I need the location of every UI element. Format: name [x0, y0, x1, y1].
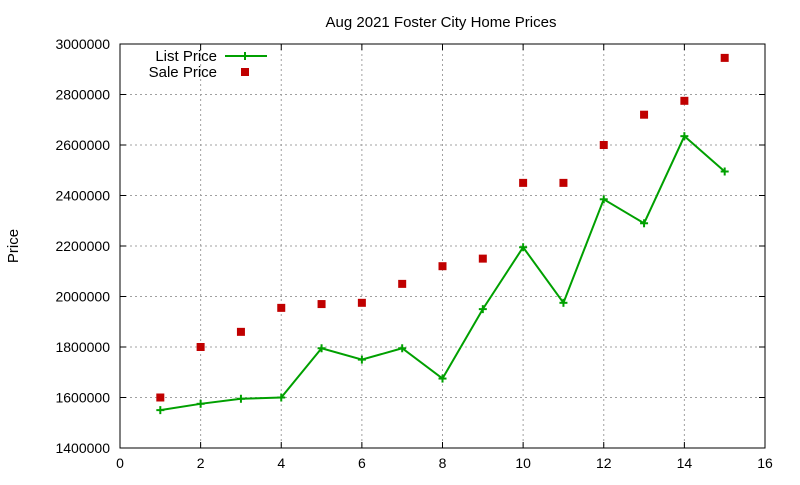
x-tick-label: 8: [439, 455, 447, 471]
y-tick-label: 1400000: [55, 440, 110, 456]
y-tick-label: 2200000: [55, 238, 110, 254]
list-price-point: [559, 298, 568, 307]
list-price-point: [438, 374, 447, 383]
x-tick-label: 14: [677, 455, 693, 471]
list-price-point: [156, 406, 165, 415]
data-series: [156, 53, 729, 415]
chart-title: Aug 2021 Foster City Home Prices: [326, 14, 557, 31]
sale-price-point: [438, 262, 447, 271]
x-tick-label: 2: [197, 455, 205, 471]
list-price-point: [317, 344, 326, 353]
sale-price-point: [277, 303, 286, 312]
sale-price-point: [357, 298, 366, 307]
sale-price-point: [559, 178, 568, 187]
list-price-point: [398, 344, 407, 353]
y-tick-label: 2800000: [55, 87, 110, 103]
list-price-point: [478, 305, 487, 314]
legend-label-sale-price: Sale Price: [149, 64, 217, 81]
sale-price-point: [640, 110, 649, 119]
list-price-point: [720, 167, 729, 176]
sale-price-point: [156, 393, 165, 402]
x-tick-label: 4: [277, 455, 285, 471]
x-tick-label: 0: [116, 455, 124, 471]
sale-price-point: [599, 141, 608, 149]
legend-label-list-price: List Price: [155, 48, 217, 65]
sale-price-point: [398, 279, 407, 288]
sale-price-point: [196, 343, 205, 351]
list-price-point: [357, 355, 366, 364]
x-tick-label: 6: [358, 455, 366, 471]
sale-price-point: [478, 254, 487, 263]
y-tick-label: 2400000: [55, 188, 110, 204]
x-tick-label: 16: [757, 455, 773, 471]
list-price-series: [156, 132, 729, 415]
legend-marker-sale-price: [241, 68, 249, 76]
list-price-point: [196, 399, 205, 408]
sale-price-point: [519, 178, 528, 187]
x-tick-label: 10: [515, 455, 531, 471]
y-tick-label: 2600000: [55, 137, 110, 153]
list-price-point: [277, 393, 286, 402]
sale-price-point: [317, 300, 326, 309]
list-price-point: [599, 195, 608, 204]
y-tick-label: 3000000: [55, 36, 110, 52]
list-price-point: [680, 132, 689, 141]
sale-price-point: [236, 327, 245, 336]
sale-price-point: [680, 96, 689, 105]
y-tick-label: 1600000: [55, 390, 110, 406]
sale-price-series: [156, 53, 729, 402]
list-price-point: [640, 219, 649, 228]
legend-marker-list-price: [241, 52, 249, 60]
list-price-point: [236, 394, 245, 403]
y-tick-label: 2000000: [55, 289, 110, 305]
axes: 0 2 4 6 8 10 12 14 16 1400000 1600000 1800000 200000…: [55, 36, 773, 471]
sale-price-point: [720, 53, 729, 62]
list-price-point: [519, 243, 528, 252]
y-axis-label: Price: [5, 229, 22, 263]
grid-lines: [120, 44, 765, 448]
x-tick-label: 12: [596, 455, 612, 471]
y-tick-label: 1800000: [55, 339, 110, 355]
